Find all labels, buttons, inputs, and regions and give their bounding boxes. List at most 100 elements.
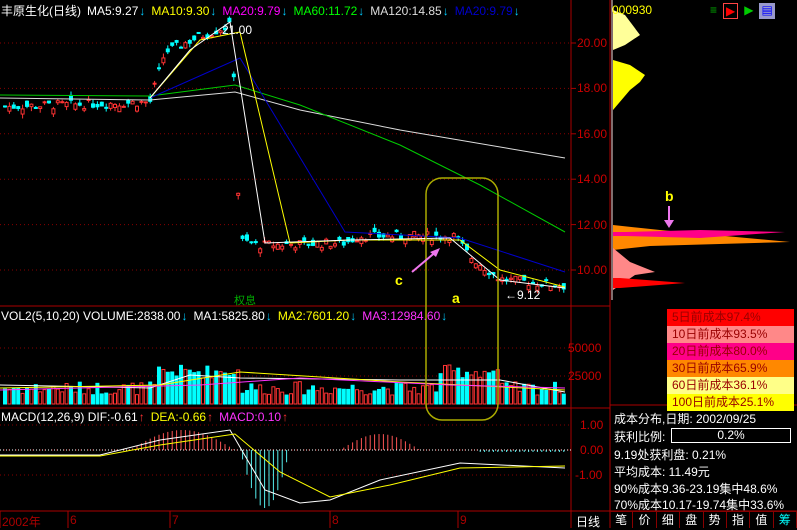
candle bbox=[531, 281, 535, 284]
volume-bar bbox=[548, 389, 553, 405]
chip-20 bbox=[613, 230, 785, 238]
tab-4[interactable]: 势 bbox=[704, 512, 727, 528]
candle bbox=[29, 103, 34, 108]
arrow-down-icon: ↓ bbox=[181, 309, 188, 323]
volume-bar bbox=[544, 389, 549, 405]
candle bbox=[341, 241, 346, 246]
volume-bar bbox=[416, 393, 421, 405]
date-tick: 2002年 bbox=[2, 515, 41, 529]
volume-bar bbox=[359, 390, 364, 405]
volume-bar bbox=[20, 392, 25, 405]
tab-0[interactable]: 笔 bbox=[610, 512, 634, 528]
legend-item: VOL2(5,10,20) VOLUME:2838.00 bbox=[1, 309, 181, 323]
volume-bar bbox=[104, 392, 109, 405]
volume-bar bbox=[500, 382, 505, 405]
candle bbox=[478, 265, 483, 271]
play-red-icon[interactable]: ▶ bbox=[723, 3, 739, 19]
candle bbox=[231, 73, 236, 78]
tab-7[interactable]: 筹 bbox=[774, 512, 797, 528]
volume-bar bbox=[504, 382, 509, 405]
volume-bar bbox=[399, 383, 403, 405]
volume-bar bbox=[47, 388, 51, 405]
info-panel-icon[interactable]: ▤ bbox=[759, 3, 775, 19]
candle bbox=[535, 285, 540, 291]
volume-bar bbox=[152, 383, 157, 405]
volume-bar bbox=[117, 389, 122, 405]
toolbar: ≡ ▶ ▶ ▤ bbox=[710, 3, 775, 19]
tab-6[interactable]: 值 bbox=[750, 512, 774, 528]
candle bbox=[359, 237, 364, 245]
volume-bar bbox=[333, 387, 337, 405]
volume-bar bbox=[231, 374, 236, 405]
stock-code: 000930 bbox=[612, 3, 653, 17]
volume-bar bbox=[86, 388, 91, 405]
volume-bar bbox=[465, 371, 469, 405]
volume-bar bbox=[267, 393, 271, 405]
profit-ratio-bar: 0.2% bbox=[671, 428, 791, 443]
volume-bar bbox=[7, 389, 12, 405]
macd-legend: MACD(12,26,9) DIF:-0.61↑ DEA:-0.66↑ MACD:0… bbox=[1, 410, 294, 424]
chip-bars-icon[interactable]: ≡ bbox=[710, 3, 718, 17]
volume-bar bbox=[148, 381, 153, 405]
tab-1[interactable]: 价 bbox=[633, 512, 657, 528]
candle bbox=[55, 100, 60, 104]
candle bbox=[473, 263, 478, 269]
volume-bar bbox=[165, 371, 170, 405]
volume-bar bbox=[69, 385, 73, 405]
volume-bar bbox=[16, 387, 21, 405]
low-price-label: ←9.12 bbox=[505, 288, 541, 302]
candle bbox=[469, 258, 474, 264]
volume-bar bbox=[33, 384, 38, 405]
candle bbox=[152, 82, 157, 85]
candle bbox=[434, 231, 439, 236]
volume-bar bbox=[346, 388, 351, 405]
volume-bar bbox=[535, 394, 540, 405]
volume-bar bbox=[531, 384, 535, 405]
volume-bar bbox=[60, 391, 65, 405]
candle bbox=[139, 100, 144, 103]
profit-at-price: 9.19处获利盘: 0.21% bbox=[614, 448, 727, 462]
high-price-label: 21.00 bbox=[222, 23, 253, 37]
volume-bar bbox=[456, 367, 461, 405]
volume-bar bbox=[482, 370, 487, 405]
candle bbox=[91, 103, 95, 108]
tab-5[interactable]: 指 bbox=[727, 512, 751, 528]
volume-bar bbox=[192, 372, 197, 405]
candle bbox=[69, 94, 73, 101]
candle bbox=[482, 270, 487, 276]
quanxi-marker[interactable]: 权息 bbox=[234, 295, 256, 307]
tab-3[interactable]: 盘 bbox=[680, 512, 704, 528]
tab-2[interactable]: 细 bbox=[657, 512, 681, 528]
volume-bar bbox=[517, 390, 522, 405]
candle bbox=[51, 108, 56, 115]
candle bbox=[187, 40, 192, 44]
volume-bar bbox=[390, 394, 395, 405]
average-cost: 平均成本: 11.49元 bbox=[614, 465, 710, 479]
volume-bar bbox=[91, 394, 95, 405]
candle bbox=[25, 100, 29, 107]
volume-bar bbox=[82, 393, 87, 405]
cost-box: 20日前成本80.0% bbox=[667, 343, 794, 360]
candle bbox=[544, 279, 549, 282]
arrow-down-icon: ↓ bbox=[210, 4, 217, 18]
candle bbox=[126, 99, 131, 104]
axis-tick: 0.00 bbox=[580, 443, 604, 457]
candle bbox=[117, 105, 122, 113]
ma60-line bbox=[0, 84, 566, 233]
candle bbox=[328, 245, 333, 249]
candle bbox=[302, 237, 307, 242]
candle bbox=[412, 230, 417, 238]
volume-bar bbox=[363, 394, 368, 405]
arrow-b-head bbox=[664, 220, 674, 228]
cost-70: 70%成本10.17-19.74集中33.6% bbox=[614, 498, 785, 512]
period-label[interactable]: 日线 bbox=[576, 515, 601, 529]
play-green-icon[interactable]: ▶ bbox=[744, 3, 754, 17]
volume-bar bbox=[328, 393, 333, 405]
volume-bar bbox=[553, 381, 557, 405]
volume-bar bbox=[3, 388, 7, 405]
candle bbox=[337, 236, 342, 240]
highlight-box-a bbox=[425, 177, 499, 421]
candle bbox=[447, 239, 452, 244]
volume-bar bbox=[95, 382, 100, 405]
